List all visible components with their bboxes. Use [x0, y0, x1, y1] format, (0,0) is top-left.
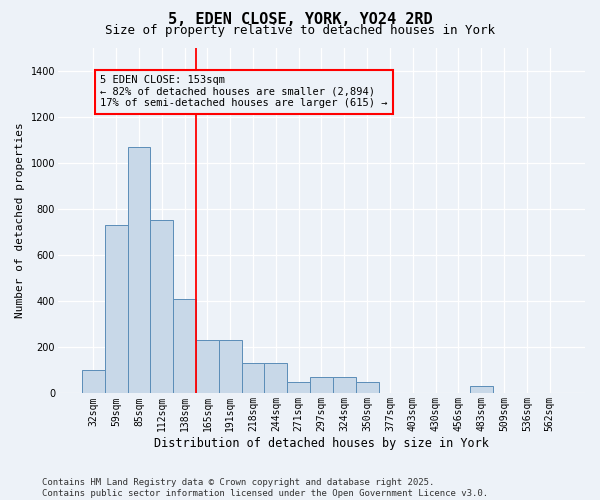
Bar: [219, 340, 242, 394]
Bar: [310, 378, 333, 394]
Bar: [82, 370, 105, 394]
Text: Size of property relative to detached houses in York: Size of property relative to detached ho…: [105, 24, 495, 37]
Bar: [173, 299, 196, 394]
Text: 5 EDEN CLOSE: 153sqm
← 82% of detached houses are smaller (2,894)
17% of semi-de: 5 EDEN CLOSE: 153sqm ← 82% of detached h…: [100, 75, 388, 108]
Bar: [128, 146, 151, 394]
Bar: [333, 378, 356, 394]
Text: Contains HM Land Registry data © Crown copyright and database right 2025.
Contai: Contains HM Land Registry data © Crown c…: [42, 478, 488, 498]
X-axis label: Distribution of detached houses by size in York: Distribution of detached houses by size …: [154, 437, 489, 450]
Bar: [287, 382, 310, 394]
Bar: [356, 382, 379, 394]
Bar: [105, 225, 128, 394]
Bar: [470, 386, 493, 394]
Text: 5, EDEN CLOSE, YORK, YO24 2RD: 5, EDEN CLOSE, YORK, YO24 2RD: [167, 12, 433, 28]
Y-axis label: Number of detached properties: Number of detached properties: [15, 122, 25, 318]
Bar: [265, 364, 287, 394]
Bar: [196, 340, 219, 394]
Bar: [151, 220, 173, 394]
Bar: [242, 364, 265, 394]
